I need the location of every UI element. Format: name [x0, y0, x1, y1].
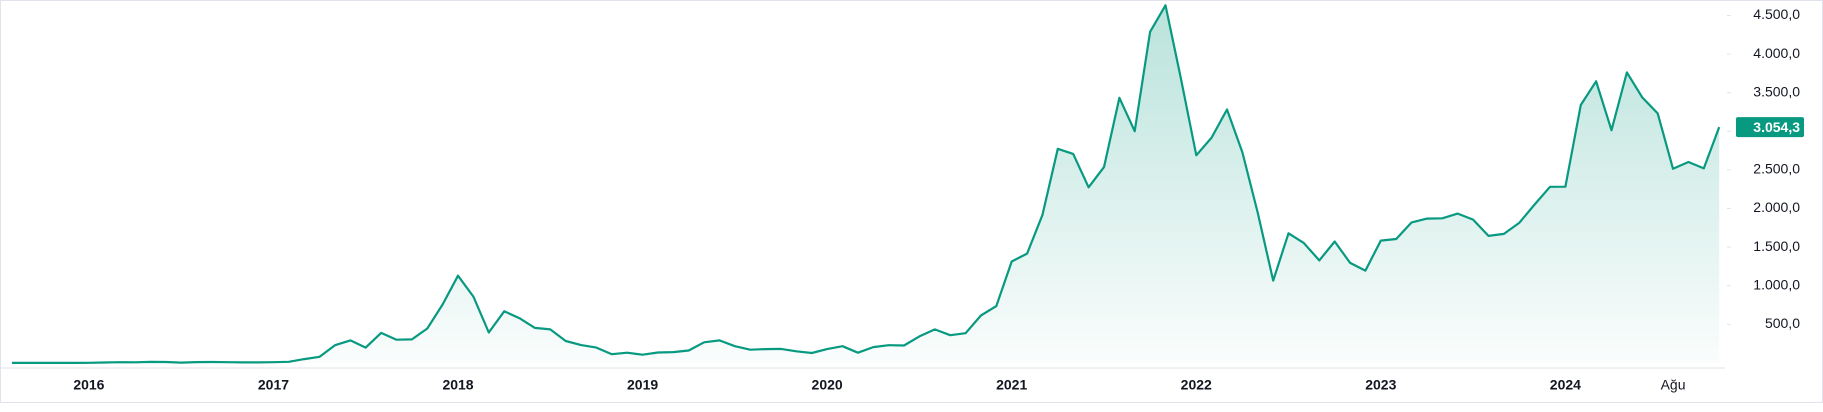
x-tick-label: 2021: [996, 377, 1027, 393]
last-value-badge: [1736, 117, 1804, 138]
line: [12, 4, 1721, 364]
x-tick-label: 2016: [73, 377, 104, 393]
x-tick-label: 2020: [812, 377, 843, 393]
y-tick-label: 1.000,0: [1753, 276, 1800, 292]
y-tick-label: 2.000,0: [1753, 199, 1800, 215]
y-tick-label: 500,0: [1765, 315, 1800, 331]
y-tick-label: 1.500,0: [1753, 238, 1800, 254]
x-tick-label: 2018: [442, 377, 473, 393]
area: [12, 5, 1720, 364]
x-tick-label: 2019: [627, 377, 658, 393]
x-tick-label: 2023: [1365, 377, 1396, 393]
x-tick-label: Ağu: [1661, 377, 1686, 393]
x-tick-label: 2024: [1550, 377, 1581, 393]
y-tick-label: 4.500,0: [1753, 6, 1800, 22]
x-tick-label: 2022: [1181, 377, 1212, 393]
y-tick-label: 2.500,0: [1753, 161, 1800, 177]
y-tick-label: 3.500,0: [1753, 83, 1800, 99]
x-tick-label: 2017: [258, 377, 289, 393]
last-value-label: 3.054,3: [1753, 119, 1800, 135]
y-tick-label: 4.000,0: [1753, 45, 1800, 61]
